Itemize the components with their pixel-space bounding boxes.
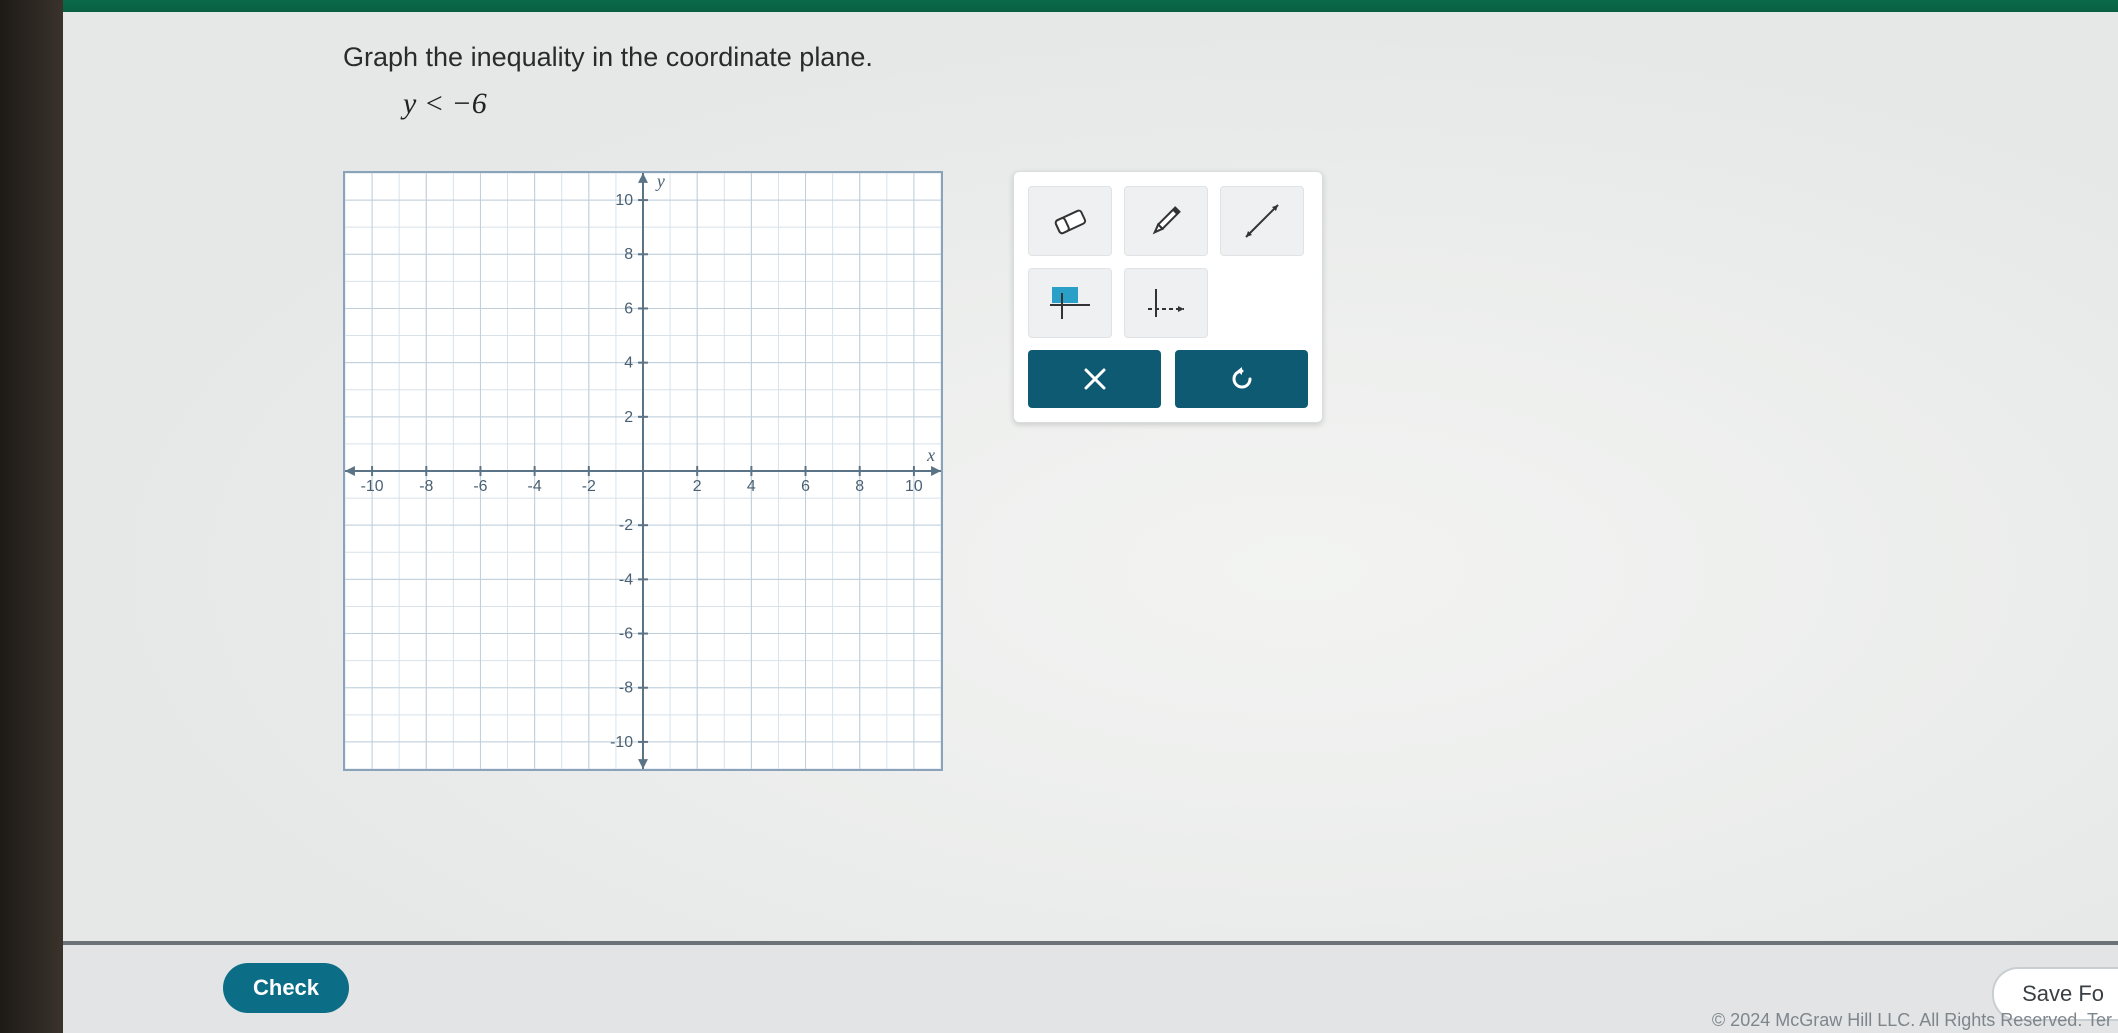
action-row [1028, 350, 1308, 408]
svg-text:-8: -8 [619, 680, 633, 697]
pencil-tool[interactable] [1124, 186, 1208, 256]
pencil-icon [1146, 201, 1186, 241]
close-icon [1082, 366, 1108, 392]
dashed-line-icon [1144, 281, 1188, 325]
fill-region-icon [1048, 283, 1092, 323]
svg-text:x: x [926, 445, 935, 465]
svg-text:-8: -8 [419, 478, 433, 495]
svg-text:10: 10 [905, 478, 923, 495]
tool-panel [1013, 171, 1323, 423]
copyright-text: © 2024 McGraw Hill LLC. All Rights Reser… [1712, 1010, 2112, 1031]
line-tool[interactable] [1220, 186, 1304, 256]
check-button[interactable]: Check [223, 963, 349, 1013]
svg-text:-10: -10 [610, 734, 633, 751]
eraser-tool[interactable] [1028, 186, 1112, 256]
svg-text:-2: -2 [582, 478, 596, 495]
svg-text:-4: -4 [528, 478, 542, 495]
svg-text:6: 6 [624, 300, 633, 317]
line-icon [1240, 199, 1284, 243]
svg-text:6: 6 [801, 478, 810, 495]
coordinate-plane[interactable]: -10 -8 -6 -4 -2 2 4 6 8 10 10 8 6 4 2 -2 -4 -6 -8 -10 y x [343, 171, 943, 771]
svg-text:4: 4 [624, 355, 633, 372]
svg-text:10: 10 [615, 192, 633, 209]
undo-icon [1228, 365, 1256, 393]
question-inequality: y < −6 [403, 87, 2078, 121]
tool-row-1 [1028, 186, 1308, 256]
eraser-icon [1048, 203, 1092, 239]
svg-text:-4: -4 [619, 571, 633, 588]
reset-button[interactable] [1175, 350, 1308, 408]
svg-text:8: 8 [624, 246, 633, 263]
work-row: -10 -8 -6 -4 -2 2 4 6 8 10 10 8 6 4 2 -2 -4 -6 -8 -10 y x [343, 171, 2078, 771]
svg-text:-6: -6 [473, 478, 487, 495]
dashed-line-tool[interactable] [1124, 268, 1208, 338]
svg-text:2: 2 [624, 409, 633, 426]
svg-text:2: 2 [693, 478, 702, 495]
svg-text:8: 8 [855, 478, 864, 495]
left-gutter [0, 0, 63, 1033]
svg-text:-6: -6 [619, 626, 633, 643]
fill-region-tool[interactable] [1028, 268, 1112, 338]
question-prompt: Graph the inequality in the coordinate p… [343, 42, 2078, 73]
svg-text:4: 4 [747, 478, 756, 495]
header-bar [63, 0, 2118, 12]
svg-text:y: y [655, 173, 665, 191]
footer-bar: Check Save Fo © 2024 McGraw Hill LLC. Al… [63, 941, 2118, 1033]
svg-text:-2: -2 [619, 517, 633, 534]
clear-button[interactable] [1028, 350, 1161, 408]
svg-text:-10: -10 [361, 478, 384, 495]
tool-row-2 [1028, 268, 1308, 338]
content-panel: Graph the inequality in the coordinate p… [63, 12, 2118, 941]
